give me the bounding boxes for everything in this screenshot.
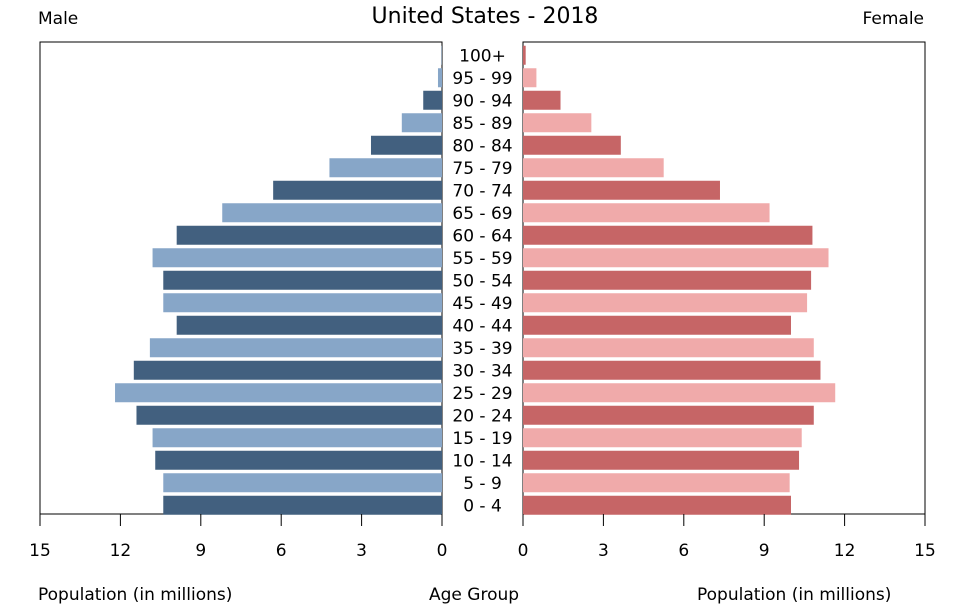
age-group-label-9: 55 - 59 bbox=[452, 249, 512, 269]
female-bar-13 bbox=[523, 338, 814, 358]
female-bar-9 bbox=[523, 248, 829, 268]
female-bar-6 bbox=[523, 180, 720, 200]
male-bar-8 bbox=[176, 225, 442, 245]
female-bar-12 bbox=[523, 315, 791, 335]
age-group-label-16: 20 - 24 bbox=[452, 406, 512, 426]
female-bar-15 bbox=[523, 383, 836, 403]
age-group-label-7: 65 - 69 bbox=[452, 204, 512, 224]
left-axis-label: Population (in millions) bbox=[38, 585, 233, 605]
male-bar-17 bbox=[152, 428, 442, 448]
female-bar-18 bbox=[523, 450, 800, 470]
male-tick-label-3: 6 bbox=[276, 541, 287, 561]
right-axis-label: Population (in millions) bbox=[697, 585, 892, 605]
male-tick-label-0: 15 bbox=[29, 541, 51, 561]
age-group-label-15: 25 - 29 bbox=[452, 384, 512, 404]
age-group-label-2: 90 - 94 bbox=[452, 91, 512, 111]
male-tick-label-1: 12 bbox=[110, 541, 132, 561]
female-tick-label-3: 9 bbox=[759, 541, 770, 561]
female-bar-20 bbox=[523, 495, 791, 515]
age-group-label-17: 15 - 19 bbox=[452, 429, 512, 449]
age-group-label-5: 75 - 79 bbox=[452, 159, 512, 179]
male-bar-4 bbox=[370, 135, 442, 155]
male-bar-12 bbox=[176, 315, 442, 335]
male-bar-9 bbox=[152, 248, 442, 268]
female-bar-10 bbox=[523, 270, 812, 290]
female-bar-8 bbox=[523, 225, 813, 245]
age-group-label: Age Group bbox=[429, 585, 520, 605]
female-bar-3 bbox=[523, 113, 592, 133]
female-tick-label-4: 12 bbox=[834, 541, 856, 561]
male-tick-label-4: 3 bbox=[356, 541, 367, 561]
age-group-label-12: 40 - 44 bbox=[452, 316, 512, 336]
male-tick-label-5: 0 bbox=[437, 541, 448, 561]
male-bar-10 bbox=[163, 270, 442, 290]
male-bar-18 bbox=[155, 450, 443, 470]
female-tick-label-0: 0 bbox=[518, 541, 529, 561]
age-group-label-13: 35 - 39 bbox=[452, 339, 512, 359]
female-bar-16 bbox=[523, 405, 814, 425]
female-bar-0 bbox=[523, 45, 526, 65]
male-bar-2 bbox=[423, 90, 442, 110]
female-bar-11 bbox=[523, 293, 808, 313]
chart-title: United States - 2018 bbox=[371, 4, 599, 29]
age-group-label-20: 0 - 4 bbox=[463, 496, 502, 516]
female-bar-14 bbox=[523, 360, 821, 380]
male-bar-14 bbox=[133, 360, 443, 380]
male-bar-15 bbox=[115, 383, 442, 403]
female-bar-1 bbox=[523, 68, 537, 88]
male-bar-19 bbox=[163, 473, 442, 493]
male-label: Male bbox=[38, 9, 79, 29]
age-group-label-4: 80 - 84 bbox=[452, 136, 512, 156]
female-bar-7 bbox=[523, 203, 770, 223]
age-group-label-6: 70 - 74 bbox=[452, 181, 512, 201]
male-bar-3 bbox=[401, 113, 442, 133]
age-group-label-10: 50 - 54 bbox=[452, 271, 512, 291]
age-group-label-0: 100+ bbox=[459, 46, 506, 66]
age-group-label-11: 45 - 49 bbox=[452, 294, 512, 314]
age-group-label-8: 60 - 64 bbox=[452, 226, 512, 246]
male-bar-0 bbox=[441, 45, 442, 65]
female-bar-5 bbox=[523, 158, 664, 178]
male-bar-1 bbox=[437, 68, 442, 88]
male-bar-7 bbox=[222, 203, 442, 223]
female-tick-label-5: 15 bbox=[914, 541, 936, 561]
male-bar-20 bbox=[163, 495, 442, 515]
male-tick-label-2: 9 bbox=[195, 541, 206, 561]
female-bar-4 bbox=[523, 135, 621, 155]
female-label: Female bbox=[862, 9, 924, 29]
female-bar-2 bbox=[523, 90, 561, 110]
male-bar-6 bbox=[273, 180, 442, 200]
age-group-label-19: 5 - 9 bbox=[463, 474, 502, 494]
male-bar-5 bbox=[329, 158, 442, 178]
female-bar-19 bbox=[523, 473, 790, 493]
female-tick-label-1: 3 bbox=[598, 541, 609, 561]
age-group-label-3: 85 - 89 bbox=[452, 114, 512, 134]
female-bar-17 bbox=[523, 428, 802, 448]
female-tick-label-2: 6 bbox=[678, 541, 689, 561]
age-group-label-1: 95 - 99 bbox=[452, 69, 512, 89]
male-bar-13 bbox=[149, 338, 442, 358]
male-bar-16 bbox=[136, 405, 443, 425]
age-group-label-14: 30 - 34 bbox=[452, 361, 512, 381]
male-bar-11 bbox=[163, 293, 442, 313]
age-group-label-18: 10 - 14 bbox=[452, 451, 512, 471]
